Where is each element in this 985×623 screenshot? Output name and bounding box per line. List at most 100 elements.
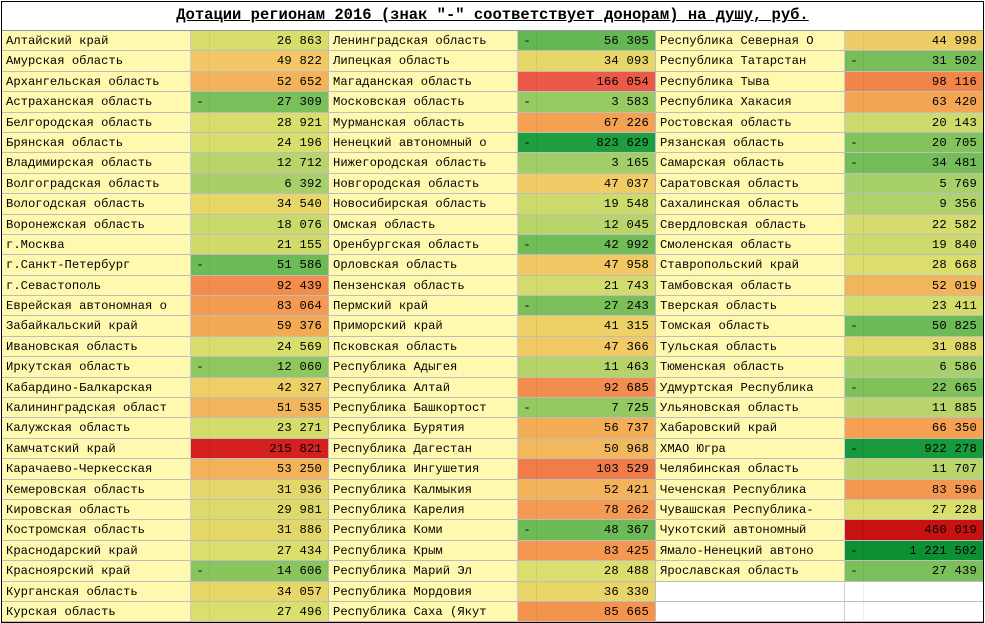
table-row: Орловская область47 958 xyxy=(329,255,656,275)
region-label: Чеченская Республика xyxy=(656,480,845,499)
region-value: 922 278 xyxy=(864,439,983,458)
region-label: Краснодарский край xyxy=(2,541,191,560)
region-label: г.Севастополь xyxy=(2,276,191,295)
region-label: Кемеровская область xyxy=(2,480,191,499)
value-sign xyxy=(518,439,537,458)
table-row: Рязанская область-20 705 xyxy=(656,133,983,153)
table-row: Забайкальский край59 376 xyxy=(2,316,329,336)
table-row: Липецкая область34 093 xyxy=(329,51,656,71)
region-label: Брянская область xyxy=(2,133,191,152)
region-value: 31 886 xyxy=(210,520,328,539)
table-row: Республика Башкортост-7 725 xyxy=(329,398,656,418)
value-sign xyxy=(518,602,537,621)
region-value: 14 606 xyxy=(210,561,328,580)
value-sign xyxy=(518,459,537,478)
table-row: Алтайский край26 863 xyxy=(2,31,329,51)
table-row: г.Севастополь92 439 xyxy=(2,276,329,296)
value-sign xyxy=(845,520,864,539)
region-value: 49 822 xyxy=(210,51,328,70)
region-value: 34 540 xyxy=(210,194,328,213)
region-value: 56 305 xyxy=(537,31,655,50)
region-label: Кабардино-Балкарская xyxy=(2,378,191,397)
value-sign: - xyxy=(845,51,864,70)
region-value: 47 958 xyxy=(537,255,655,274)
table-row xyxy=(656,582,983,602)
region-value: 166 054 xyxy=(537,72,655,91)
table-row: Тверская область23 411 xyxy=(656,296,983,316)
region-value: 63 420 xyxy=(864,92,983,111)
value-sign xyxy=(518,582,537,601)
value-sign: - xyxy=(191,92,210,111)
table-row xyxy=(656,602,983,622)
value-sign: - xyxy=(845,561,864,580)
region-label: Тамбовская область xyxy=(656,276,845,295)
table-row: Костромская область31 886 xyxy=(2,520,329,540)
region-label: г.Москва xyxy=(2,235,191,254)
table-row: Кировская область29 981 xyxy=(2,500,329,520)
value-sign xyxy=(845,459,864,478)
region-value: 5 769 xyxy=(864,174,983,193)
region-value: 31 088 xyxy=(864,337,983,356)
value-sign: - xyxy=(518,133,537,152)
region-label: Республика Крым xyxy=(329,541,518,560)
table-row: Республика Татарстан-31 502 xyxy=(656,51,983,71)
value-sign xyxy=(518,357,537,376)
value-sign: - xyxy=(845,316,864,335)
table-row: Тульская область31 088 xyxy=(656,337,983,357)
table-row: Иркутская область-12 060 xyxy=(2,357,329,377)
value-sign xyxy=(518,316,537,335)
region-label: Пензенская область xyxy=(329,276,518,295)
table-row: ХМАО Югра-922 278 xyxy=(656,439,983,459)
region-label: Ненецкий автономный о xyxy=(329,133,518,152)
region-label: Вологодская область xyxy=(2,194,191,213)
region-label: Ямало-Ненецкий автоно xyxy=(656,541,845,560)
table-row: Омская область12 045 xyxy=(329,215,656,235)
value-sign xyxy=(518,500,537,519)
region-value: 19 548 xyxy=(537,194,655,213)
region-value: 28 668 xyxy=(864,255,983,274)
table-row: Республика Саха (Якут85 665 xyxy=(329,602,656,622)
table-row: Чукотский автономный460 019 xyxy=(656,520,983,540)
region-value: 52 019 xyxy=(864,276,983,295)
table-row: г.Москва21 155 xyxy=(2,235,329,255)
region-label: Республика Калмыкия xyxy=(329,480,518,499)
value-sign xyxy=(845,92,864,111)
region-value xyxy=(864,602,983,621)
table-row: Самарская область-34 481 xyxy=(656,153,983,173)
region-label: Республика Марий Эл xyxy=(329,561,518,580)
value-sign xyxy=(518,174,537,193)
table-row: Республика Дагестан50 968 xyxy=(329,439,656,459)
region-value: 103 529 xyxy=(537,459,655,478)
region-label: ХМАО Югра xyxy=(656,439,845,458)
region-label: Челябинская область xyxy=(656,459,845,478)
value-sign xyxy=(518,480,537,499)
region-label: Республика Башкортост xyxy=(329,398,518,417)
table-row: Архангельская область52 652 xyxy=(2,72,329,92)
table-row: Смоленская область19 840 xyxy=(656,235,983,255)
value-sign xyxy=(845,174,864,193)
value-sign xyxy=(518,337,537,356)
region-label: Еврейская автономная о xyxy=(2,296,191,315)
value-sign: - xyxy=(191,357,210,376)
value-sign xyxy=(191,378,210,397)
value-sign xyxy=(191,276,210,295)
table-row: Белгородская область28 921 xyxy=(2,113,329,133)
region-value: 29 981 xyxy=(210,500,328,519)
table-row: Оренбургская область-42 992 xyxy=(329,235,656,255)
region-value: 47 366 xyxy=(537,337,655,356)
table-row: Республика Крым83 425 xyxy=(329,541,656,561)
region-value: 7 725 xyxy=(537,398,655,417)
region-value: 6 392 xyxy=(210,174,328,193)
value-sign xyxy=(191,459,210,478)
value-sign xyxy=(845,72,864,91)
table-row: Брянская область24 196 xyxy=(2,133,329,153)
table-row: Ямало-Ненецкий автоно-1 221 502 xyxy=(656,541,983,561)
region-value: 44 998 xyxy=(864,31,983,50)
table-row: Владимирская область12 712 xyxy=(2,153,329,173)
table-row: Карачаево-Черкесская53 250 xyxy=(2,459,329,479)
region-value: 50 968 xyxy=(537,439,655,458)
region-label: Свердловская область xyxy=(656,215,845,234)
region-label: г.Санкт-Петербург xyxy=(2,255,191,274)
table-row: Приморский край41 315 xyxy=(329,316,656,336)
region-value: 460 019 xyxy=(864,520,983,539)
